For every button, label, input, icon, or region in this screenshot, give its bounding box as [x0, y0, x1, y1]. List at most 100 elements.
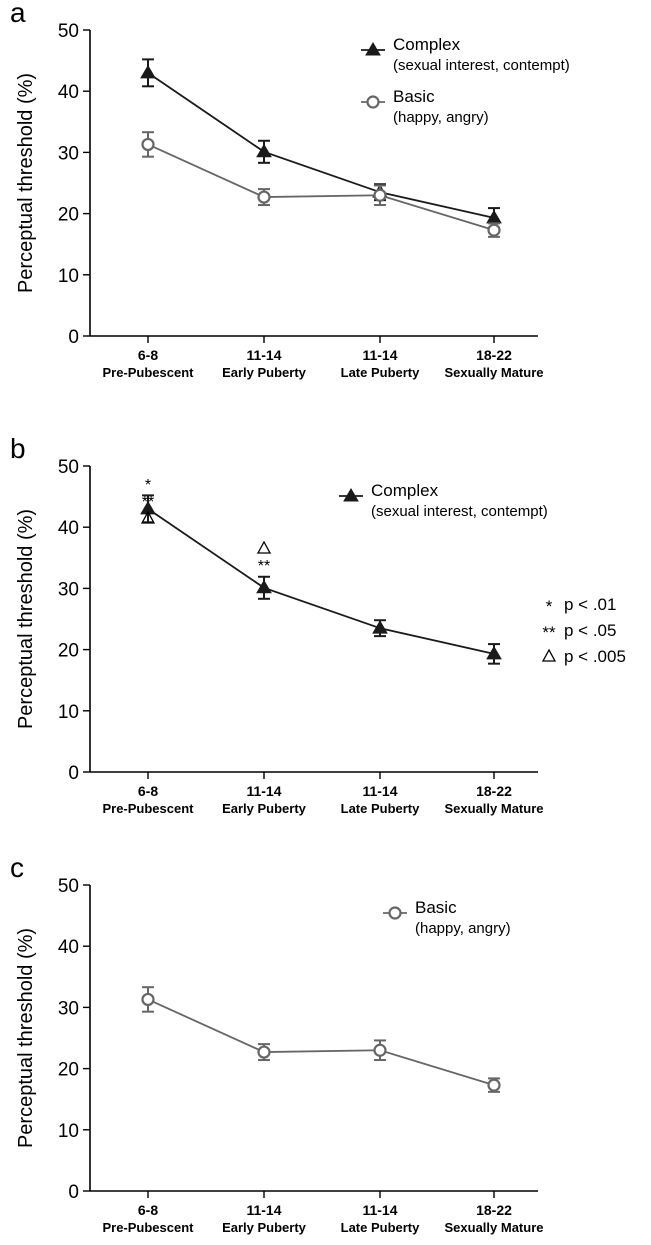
key-text: p < .05: [564, 621, 616, 640]
significance-triangle: [140, 510, 156, 524]
legend-series-name: Complex: [371, 481, 439, 500]
series-basic: [141, 131, 501, 238]
key-symbol: **: [542, 623, 556, 642]
series-line: [147, 143, 495, 231]
y-tick-label: 0: [68, 327, 79, 348]
legend-series-description: (sexual interest, contempt): [393, 57, 570, 74]
y-tick-label: 40: [58, 82, 79, 103]
y-tick-label: 20: [58, 205, 79, 226]
legend: Complex (sexual interest, contempt) Basic (…: [361, 35, 570, 126]
x-tick-sublabel: Early Puberty: [222, 801, 307, 816]
y-tick-label: 30: [58, 579, 79, 600]
circle-marker: [487, 223, 501, 237]
series-line: [147, 998, 495, 1086]
x-tick-label: 18-22: [476, 1202, 512, 1218]
legend-series-description: (happy, angry): [393, 109, 489, 126]
x-tick-sublabel: Pre-Pubescent: [102, 1220, 194, 1235]
chart-panel-c: c Perceptual threshold (%) 0 10 20 30 40 50 6-8 P…: [10, 852, 544, 1235]
triangle-marker: [372, 620, 388, 634]
legend-series-description: (sexual interest, contempt): [371, 503, 548, 520]
y-tick-label: 30: [58, 143, 79, 164]
triangle-marker: [256, 143, 272, 158]
circle-marker: [257, 190, 271, 204]
y-tick-label: 40: [58, 937, 79, 958]
y-tick-label: 50: [58, 21, 79, 42]
legend: Complex (sexual interest, contempt): [339, 481, 548, 520]
significance-key: * p < .01 ** p < .05 △ p < .005: [541, 595, 626, 666]
y-tick-label: 10: [58, 266, 79, 287]
circle-marker: [487, 1078, 501, 1092]
y-tick-label: 40: [58, 518, 79, 539]
key-triangle: [541, 648, 557, 662]
chart-panel-a: a Perceptual threshold (%) 0 10 20 30 40 50 6-8 P…: [10, 0, 570, 380]
panel-letter: a: [10, 0, 26, 28]
legend-series-name: Complex: [393, 35, 461, 54]
panel-letter: b: [10, 433, 26, 464]
x-tick-sublabel: Sexually Mature: [445, 801, 544, 816]
x-tick-sublabel: Late Puberty: [341, 801, 421, 816]
legend-marker: [365, 42, 381, 56]
x-tick-label: 6-8: [138, 783, 158, 799]
y-tick-label: 0: [68, 1182, 79, 1203]
x-tick-label: 18-22: [476, 347, 512, 363]
x-tick-label: 11-14: [246, 347, 281, 363]
x-tick-sublabel: Early Puberty: [222, 1220, 307, 1235]
circle-marker: [141, 992, 155, 1007]
significance-triangle-label: △: [258, 535, 271, 552]
y-axis-title: Perceptual threshold (%): [15, 928, 37, 1148]
x-tick-sublabel: Pre-Pubescent: [102, 801, 194, 816]
triangle-marker: [256, 579, 272, 594]
y-axis-title: Perceptual threshold (%): [15, 73, 37, 293]
x-tick-sublabel: Late Puberty: [341, 365, 421, 380]
y-tick-label: 0: [68, 763, 79, 784]
triangle-marker: [140, 500, 156, 515]
legend: Basic (happy, angry): [383, 898, 511, 937]
significance-mark: *: [145, 477, 151, 494]
x-tick-label: 11-14: [362, 1202, 397, 1218]
series-complex: [140, 58, 502, 229]
y-tick-label: 50: [58, 457, 79, 478]
y-tick-label: 10: [58, 1121, 79, 1142]
legend-series-description: (happy, angry): [415, 920, 511, 937]
key-symbol: *: [546, 597, 553, 616]
panel-letter: c: [10, 852, 24, 883]
key-symbol: △: [542, 647, 556, 666]
chart-panel-b: b Perceptual threshold (%) 0 10 20 30 40 50 6-8 P…: [10, 433, 626, 816]
x-tick-label: 6-8: [138, 347, 158, 363]
x-tick-sublabel: Sexually Mature: [445, 1220, 544, 1235]
x-tick-sublabel: Sexually Mature: [445, 365, 544, 380]
series-basic: [141, 986, 501, 1093]
legend-series-name: Basic: [393, 87, 435, 106]
x-tick-label: 11-14: [362, 347, 397, 363]
x-tick-sublabel: Pre-Pubescent: [102, 365, 194, 380]
x-tick-label: 6-8: [138, 1202, 158, 1218]
significance-mark: **: [142, 494, 154, 511]
key-text: p < .005: [564, 647, 626, 666]
legend-series-name: Basic: [415, 898, 457, 917]
circle-marker: [373, 188, 387, 202]
triangle-marker: [140, 64, 156, 79]
y-tick-label: 30: [58, 998, 79, 1019]
y-tick-label: 20: [58, 1060, 79, 1081]
legend-marker: [343, 488, 359, 502]
circle-marker: [141, 137, 155, 152]
legend-marker: [366, 95, 380, 109]
significance-triangle: [256, 540, 272, 554]
series-complex: [140, 494, 502, 665]
significance-triangle-label: △: [142, 505, 155, 522]
x-tick-label: 11-14: [246, 1202, 281, 1218]
series-line: [147, 72, 495, 219]
significance-mark: **: [258, 558, 270, 575]
series-line: [147, 508, 495, 655]
x-tick-sublabel: Late Puberty: [341, 1220, 421, 1235]
y-tick-label: 20: [58, 641, 79, 662]
y-axis-title: Perceptual threshold (%): [15, 509, 37, 729]
legend-marker: [388, 906, 402, 920]
x-tick-sublabel: Early Puberty: [222, 365, 307, 380]
triangle-marker: [486, 645, 502, 660]
y-tick-label: 50: [58, 876, 79, 897]
y-tick-label: 10: [58, 702, 79, 723]
x-tick-label: 11-14: [246, 783, 281, 799]
key-text: p < .01: [564, 595, 616, 614]
x-tick-label: 11-14: [362, 783, 397, 799]
